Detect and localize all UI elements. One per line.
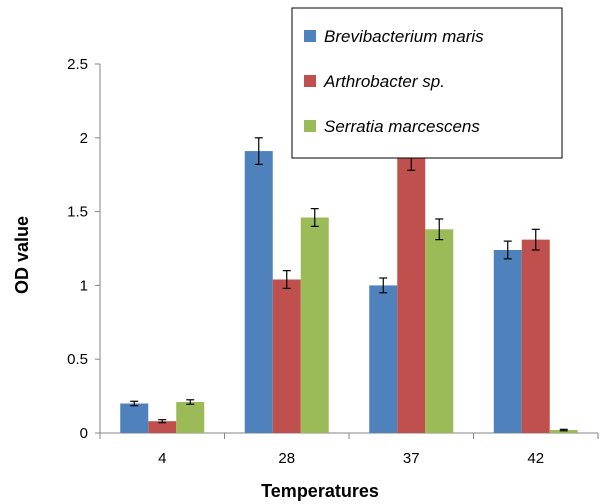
y-tick-label: 2 xyxy=(80,130,88,147)
error-bar xyxy=(379,277,388,294)
y-tick-label: 2.5 xyxy=(67,56,88,73)
bar xyxy=(521,239,550,433)
error-bar xyxy=(531,228,540,251)
x-tick-label: 37 xyxy=(403,450,420,467)
plot-area: 0 0.5 1 1.5 2 2.5 4 28 37 42 xyxy=(67,56,599,467)
x-tick-label: 42 xyxy=(527,450,544,467)
error-bar xyxy=(435,218,444,241)
y-tick-label: 0 xyxy=(80,425,88,442)
bar xyxy=(120,403,149,433)
bar xyxy=(176,402,205,433)
x-axis-ticks: 4 28 37 42 xyxy=(99,433,599,467)
legend-swatch xyxy=(304,75,316,87)
error-bar xyxy=(130,400,139,407)
legend-label: Arthrobacter sp. xyxy=(323,72,445,91)
bar xyxy=(148,421,177,433)
y-tick-label: 1.5 xyxy=(67,204,88,221)
legend-swatch xyxy=(304,120,316,132)
legend: Brevibacterium maris Arthrobacter sp. Serr… xyxy=(291,7,563,159)
error-bar xyxy=(559,428,568,432)
x-tick-label: 28 xyxy=(278,450,295,467)
y-axis-title: OD value xyxy=(12,216,32,294)
error-bar xyxy=(310,208,319,227)
y-tick-label: 1 xyxy=(80,277,88,294)
error-bar xyxy=(254,137,263,165)
y-tick-label: 0.5 xyxy=(67,351,88,368)
bar xyxy=(244,151,273,434)
bar xyxy=(425,229,454,433)
error-bar xyxy=(503,240,512,260)
x-axis-title: Temperatures xyxy=(261,481,379,501)
bars xyxy=(120,151,578,434)
error-bar xyxy=(282,270,291,289)
error-bar xyxy=(186,399,195,405)
bar xyxy=(397,158,426,434)
error-bar xyxy=(158,419,167,424)
bar xyxy=(369,285,398,433)
bar xyxy=(272,279,301,433)
y-axis-ticks: 0 0.5 1 1.5 2 2.5 xyxy=(67,56,100,442)
legend-frame xyxy=(291,7,563,159)
bar xyxy=(493,249,522,433)
bar xyxy=(549,430,578,433)
x-tick-label: 4 xyxy=(158,450,166,467)
legend-swatch xyxy=(304,30,316,42)
legend-label: Serratia marcescens xyxy=(324,117,480,136)
bar xyxy=(300,217,329,433)
legend-label: Brevibacterium maris xyxy=(324,27,484,46)
